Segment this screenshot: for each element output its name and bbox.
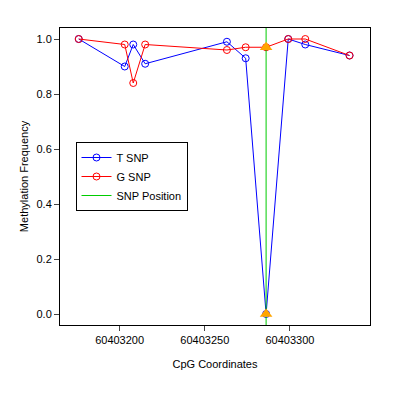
svg-text:0.8: 0.8 bbox=[37, 88, 52, 100]
svg-text:0.2: 0.2 bbox=[37, 253, 52, 265]
svg-text:0.4: 0.4 bbox=[37, 198, 52, 210]
svg-text:60403200: 60403200 bbox=[95, 334, 144, 346]
svg-text:0.0: 0.0 bbox=[37, 308, 52, 320]
svg-text:T SNP: T SNP bbox=[117, 152, 149, 164]
svg-text:Methylation Frequency: Methylation Frequency bbox=[18, 120, 30, 232]
svg-text:1.0: 1.0 bbox=[37, 33, 52, 45]
svg-text:G SNP: G SNP bbox=[117, 171, 151, 183]
svg-text:60403300: 60403300 bbox=[265, 334, 314, 346]
svg-text:0.6: 0.6 bbox=[37, 143, 52, 155]
svg-text:SNP Position: SNP Position bbox=[117, 190, 182, 202]
svg-text:CpG Coordinates: CpG Coordinates bbox=[173, 358, 258, 370]
svg-text:60403250: 60403250 bbox=[180, 334, 229, 346]
